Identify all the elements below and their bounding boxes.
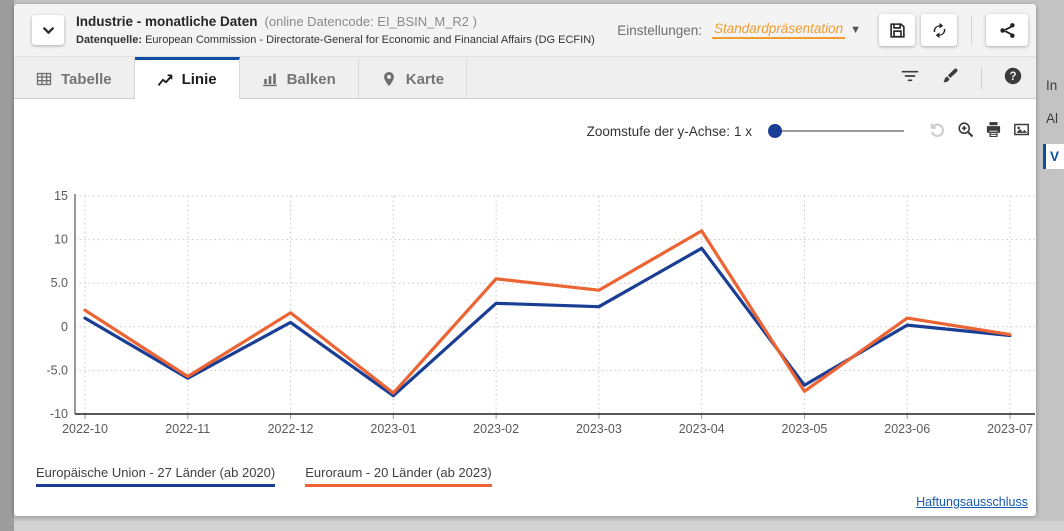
filter-icon: [901, 67, 919, 88]
line-chart: 2022-10 2022-11 2022-12 2023-01 2023-02 2023-…: [14, 155, 1036, 445]
header-settings-group: Einstellungen: Standardpräsentation ▼: [617, 4, 1028, 56]
tab-label: Tabelle: [61, 70, 112, 88]
legend-item[interactable]: Europäische Union - 27 Länder (ab 2020): [36, 465, 276, 487]
filter-button[interactable]: [901, 67, 919, 88]
svg-text:2022-10: 2022-10: [62, 422, 108, 436]
tab-linie[interactable]: Linie: [134, 57, 240, 99]
help-button[interactable]: ?: [1004, 67, 1022, 88]
dataset-card: Industrie - monatliche Daten (online Date…: [14, 4, 1036, 516]
zoom-in-button[interactable]: [957, 121, 974, 141]
zoom-in-icon: [957, 121, 974, 141]
view-tab-bar: Tabelle Linie Balken Karte ?: [14, 57, 1036, 99]
brush-icon: [941, 67, 959, 88]
data-source-text: European Commission - Directorate-Genera…: [145, 34, 595, 47]
tab-label: Karte: [405, 70, 445, 88]
page-title: Industrie - monatliche Daten: [76, 14, 258, 30]
tab-balken[interactable]: Balken: [240, 57, 359, 98]
card-header: Industrie - monatliche Daten (online Date…: [14, 4, 1036, 57]
svg-text:10: 10: [54, 233, 68, 247]
left-edge-strip: [0, 0, 14, 531]
undo-icon: [929, 121, 946, 141]
svg-text:2023-07: 2023-07: [987, 422, 1033, 436]
share-icon: [999, 22, 1016, 39]
format-brush-button[interactable]: [941, 67, 959, 88]
right-side-panel: In Al V: [1043, 0, 1064, 531]
tab-karte[interactable]: Karte: [359, 57, 468, 98]
zoom-label: Zoomstufe der y-Achse:: [586, 123, 730, 139]
svg-text:2023-01: 2023-01: [370, 422, 416, 436]
undo-zoom-button[interactable]: [929, 121, 946, 141]
legend-item[interactable]: Euroraum - 20 Länder (ab 2023): [305, 465, 492, 487]
slider-handle[interactable]: [768, 124, 782, 138]
tab-label: Linie: [181, 71, 217, 88]
side-panel-item[interactable]: Al: [1046, 111, 1059, 126]
save-icon: [889, 22, 906, 39]
share-button[interactable]: [986, 14, 1028, 46]
view-tabs: Tabelle Linie Balken Karte: [14, 57, 468, 99]
tabbar-tools: ?: [901, 57, 1022, 98]
export-image-button[interactable]: [1013, 121, 1030, 141]
data-source-label: Datenquelle:: [76, 34, 143, 47]
header-divider: [971, 15, 972, 45]
online-datacode: (online Datencode: EI_BSIN_M_R2 ): [264, 14, 477, 30]
svg-text:-5.0: -5.0: [46, 363, 68, 377]
table-icon: [36, 71, 52, 87]
presentation-select[interactable]: Standardpräsentation: [712, 21, 846, 39]
svg-text:2023-05: 2023-05: [782, 422, 828, 436]
save-button[interactable]: [879, 14, 915, 46]
refresh-button[interactable]: [921, 14, 957, 46]
svg-text:15: 15: [54, 189, 68, 203]
y-zoom-slider[interactable]: [768, 123, 904, 139]
slider-track[interactable]: [774, 130, 904, 132]
title-block: Industrie - monatliche Daten (online Date…: [76, 12, 595, 48]
bottom-strip: [14, 521, 1064, 531]
settings-label: Einstellungen:: [617, 22, 703, 38]
refresh-icon: [931, 22, 948, 39]
svg-text:-10: -10: [50, 407, 68, 421]
print-icon: [985, 121, 1002, 141]
chart-panel: Zoomstufe der y-Achse: 1 x: [14, 99, 1036, 516]
caret-down-icon[interactable]: ▼: [850, 24, 861, 36]
map-pin-icon: [381, 71, 397, 87]
print-button[interactable]: [985, 121, 1002, 141]
svg-text:2023-02: 2023-02: [473, 422, 519, 436]
svg-text:2022-11: 2022-11: [165, 422, 210, 436]
tab-tabelle[interactable]: Tabelle: [14, 57, 135, 98]
chart-legend: Europäische Union - 27 Länder (ab 2020) E…: [36, 465, 492, 487]
side-panel-item[interactable]: In: [1046, 78, 1058, 93]
line-chart-icon: [157, 72, 173, 88]
zoom-value: 1 x: [733, 123, 752, 139]
data-source-line: Datenquelle: European Commission - Direc…: [76, 34, 595, 48]
y-axis-zoom-row: Zoomstufe der y-Achse: 1 x: [587, 121, 1030, 141]
chevron-down-icon: [41, 23, 56, 38]
help-icon: ?: [1004, 67, 1022, 88]
svg-text:5.0: 5.0: [51, 276, 68, 290]
image-icon: [1013, 121, 1030, 141]
svg-text:0: 0: [61, 320, 68, 334]
svg-text:2023-06: 2023-06: [884, 422, 930, 436]
tab-label: Balken: [286, 70, 336, 88]
svg-text:?: ?: [1009, 71, 1016, 83]
bar-chart-icon: [262, 71, 278, 87]
disclaimer-link[interactable]: Haftungsausschluss: [916, 495, 1028, 509]
side-panel-item[interactable]: V: [1043, 144, 1064, 169]
tabbar-divider: [981, 66, 982, 89]
svg-text:2023-03: 2023-03: [576, 422, 622, 436]
svg-text:2023-04: 2023-04: [679, 422, 725, 436]
svg-text:2022-12: 2022-12: [268, 422, 314, 436]
collapse-button[interactable]: [32, 15, 64, 45]
